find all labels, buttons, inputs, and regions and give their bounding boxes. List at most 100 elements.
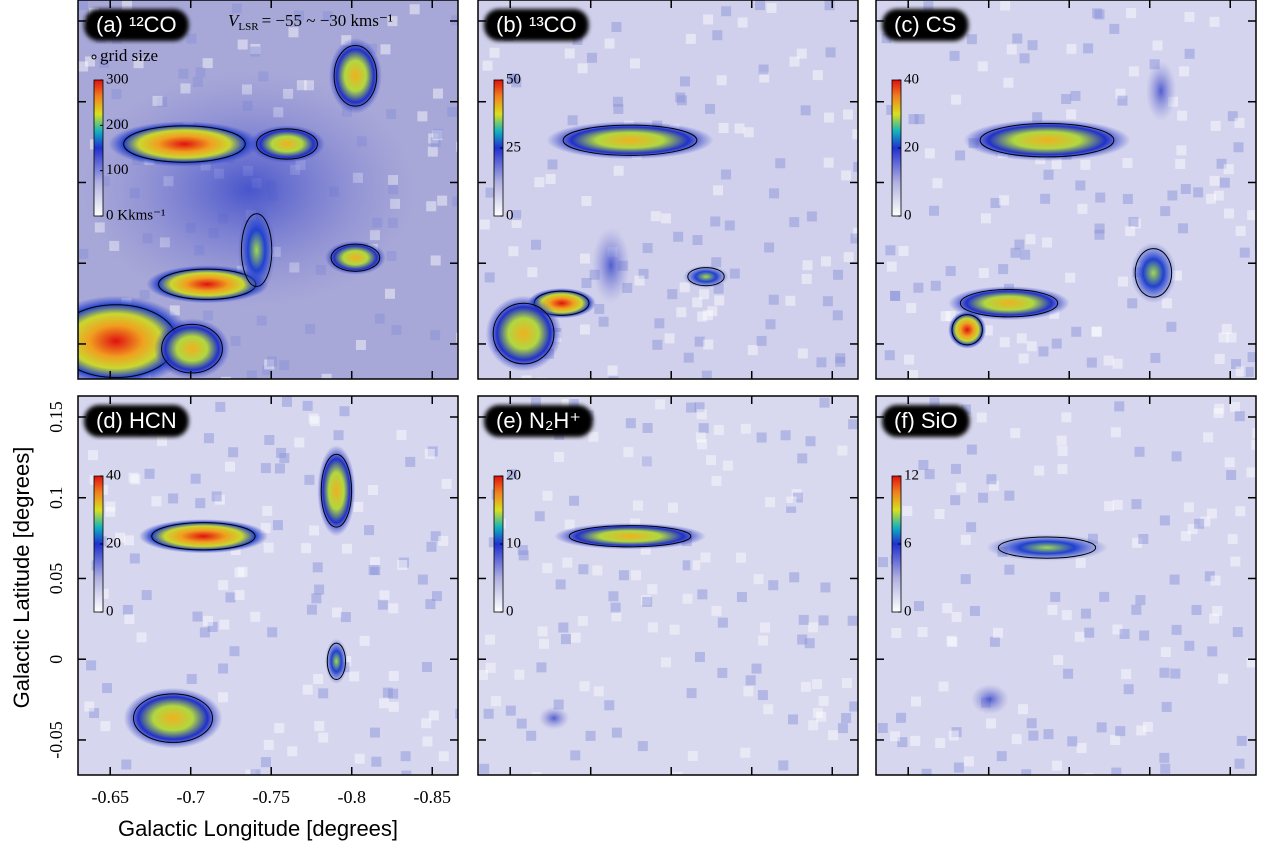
noise: [215, 402, 225, 412]
noise: [1026, 234, 1036, 244]
noise: [250, 47, 260, 57]
noise: [931, 281, 941, 291]
noise: [803, 260, 813, 270]
colorbar-tick-label: 100: [106, 162, 129, 178]
emission: [139, 519, 268, 553]
noise: [952, 612, 962, 622]
noise: [588, 432, 598, 442]
note: grid size: [100, 46, 158, 65]
noise: [309, 525, 319, 535]
noise: [599, 317, 609, 327]
noise: [569, 496, 579, 506]
noise: [267, 356, 277, 366]
panel: -0.65-0.7-0.75-0.8-0.85-0.0500.050.10.15…: [9, 396, 468, 841]
colorbar-tick-label: 40: [106, 467, 121, 483]
y-tick-label: 0.1: [46, 486, 66, 509]
emission: [238, 205, 276, 296]
noise: [225, 462, 235, 472]
noise: [332, 607, 342, 617]
noise: [899, 246, 909, 256]
noise: [688, 751, 698, 761]
noise: [941, 311, 951, 321]
emission: [683, 265, 729, 288]
noise: [342, 544, 352, 554]
noise: [425, 449, 435, 459]
noise: [1027, 718, 1037, 728]
noise: [1228, 534, 1238, 544]
figure: 0 Kkms⁻¹100200300(a) ¹²COVLSR= −55 ~ −30…: [0, 0, 1262, 848]
noise: [955, 150, 965, 160]
noise: [692, 235, 702, 245]
noise: [1057, 436, 1067, 446]
noise: [713, 185, 723, 195]
noise: [1213, 408, 1223, 418]
noise: [1111, 768, 1121, 778]
noise: [768, 580, 778, 590]
emission: [539, 707, 569, 730]
title: (c) CS: [894, 12, 956, 37]
noise: [130, 474, 140, 484]
noise: [826, 47, 836, 57]
noise: [1062, 610, 1072, 620]
noise: [1111, 427, 1121, 437]
noise: [1131, 605, 1141, 615]
emission: [592, 227, 630, 303]
noise: [1058, 446, 1068, 456]
noise: [88, 450, 98, 460]
noise: [885, 350, 895, 360]
noise: [838, 723, 848, 733]
noise: [542, 563, 552, 573]
emission: [154, 318, 230, 379]
noise: [1240, 248, 1250, 258]
noise: [426, 542, 436, 552]
noise: [193, 612, 203, 622]
map-background: [478, 396, 858, 775]
noise: [966, 522, 976, 532]
noise: [730, 269, 740, 279]
noise: [1150, 353, 1160, 363]
x-tick-label: -0.85: [413, 787, 451, 807]
noise: [668, 503, 678, 513]
noise: [1233, 627, 1243, 637]
noise: [820, 582, 830, 592]
noise: [997, 751, 1007, 761]
noise: [816, 357, 826, 367]
noise: [619, 570, 629, 580]
noise: [850, 233, 860, 243]
noise: [360, 636, 370, 646]
noise: [757, 336, 767, 346]
noise: [789, 217, 799, 227]
noise: [1028, 40, 1038, 50]
noise: [758, 636, 768, 646]
noise: [1227, 332, 1237, 342]
noise: [1220, 178, 1230, 188]
noise: [978, 61, 988, 71]
emission: [971, 684, 1009, 714]
noise: [356, 340, 366, 350]
noise: [954, 763, 964, 773]
noise: [303, 401, 313, 411]
noise: [788, 714, 798, 724]
noise: [282, 397, 292, 407]
noise: [264, 543, 274, 553]
noise: [785, 296, 795, 306]
noise: [480, 220, 490, 230]
noise: [608, 591, 618, 601]
noise: [534, 177, 544, 187]
colorbar-tick-label: 0: [506, 207, 514, 223]
noise: [680, 76, 690, 86]
noise: [1117, 96, 1127, 106]
noise: [84, 702, 94, 712]
noise: [725, 221, 735, 231]
noise: [425, 599, 435, 609]
noise: [318, 688, 328, 698]
noise: [1193, 187, 1203, 197]
noise: [608, 365, 618, 375]
emission: [554, 523, 706, 550]
noise: [805, 638, 815, 648]
noise: [556, 579, 566, 589]
noise: [695, 652, 705, 662]
noise: [813, 70, 823, 80]
noise: [654, 318, 664, 328]
noise: [1135, 447, 1145, 457]
